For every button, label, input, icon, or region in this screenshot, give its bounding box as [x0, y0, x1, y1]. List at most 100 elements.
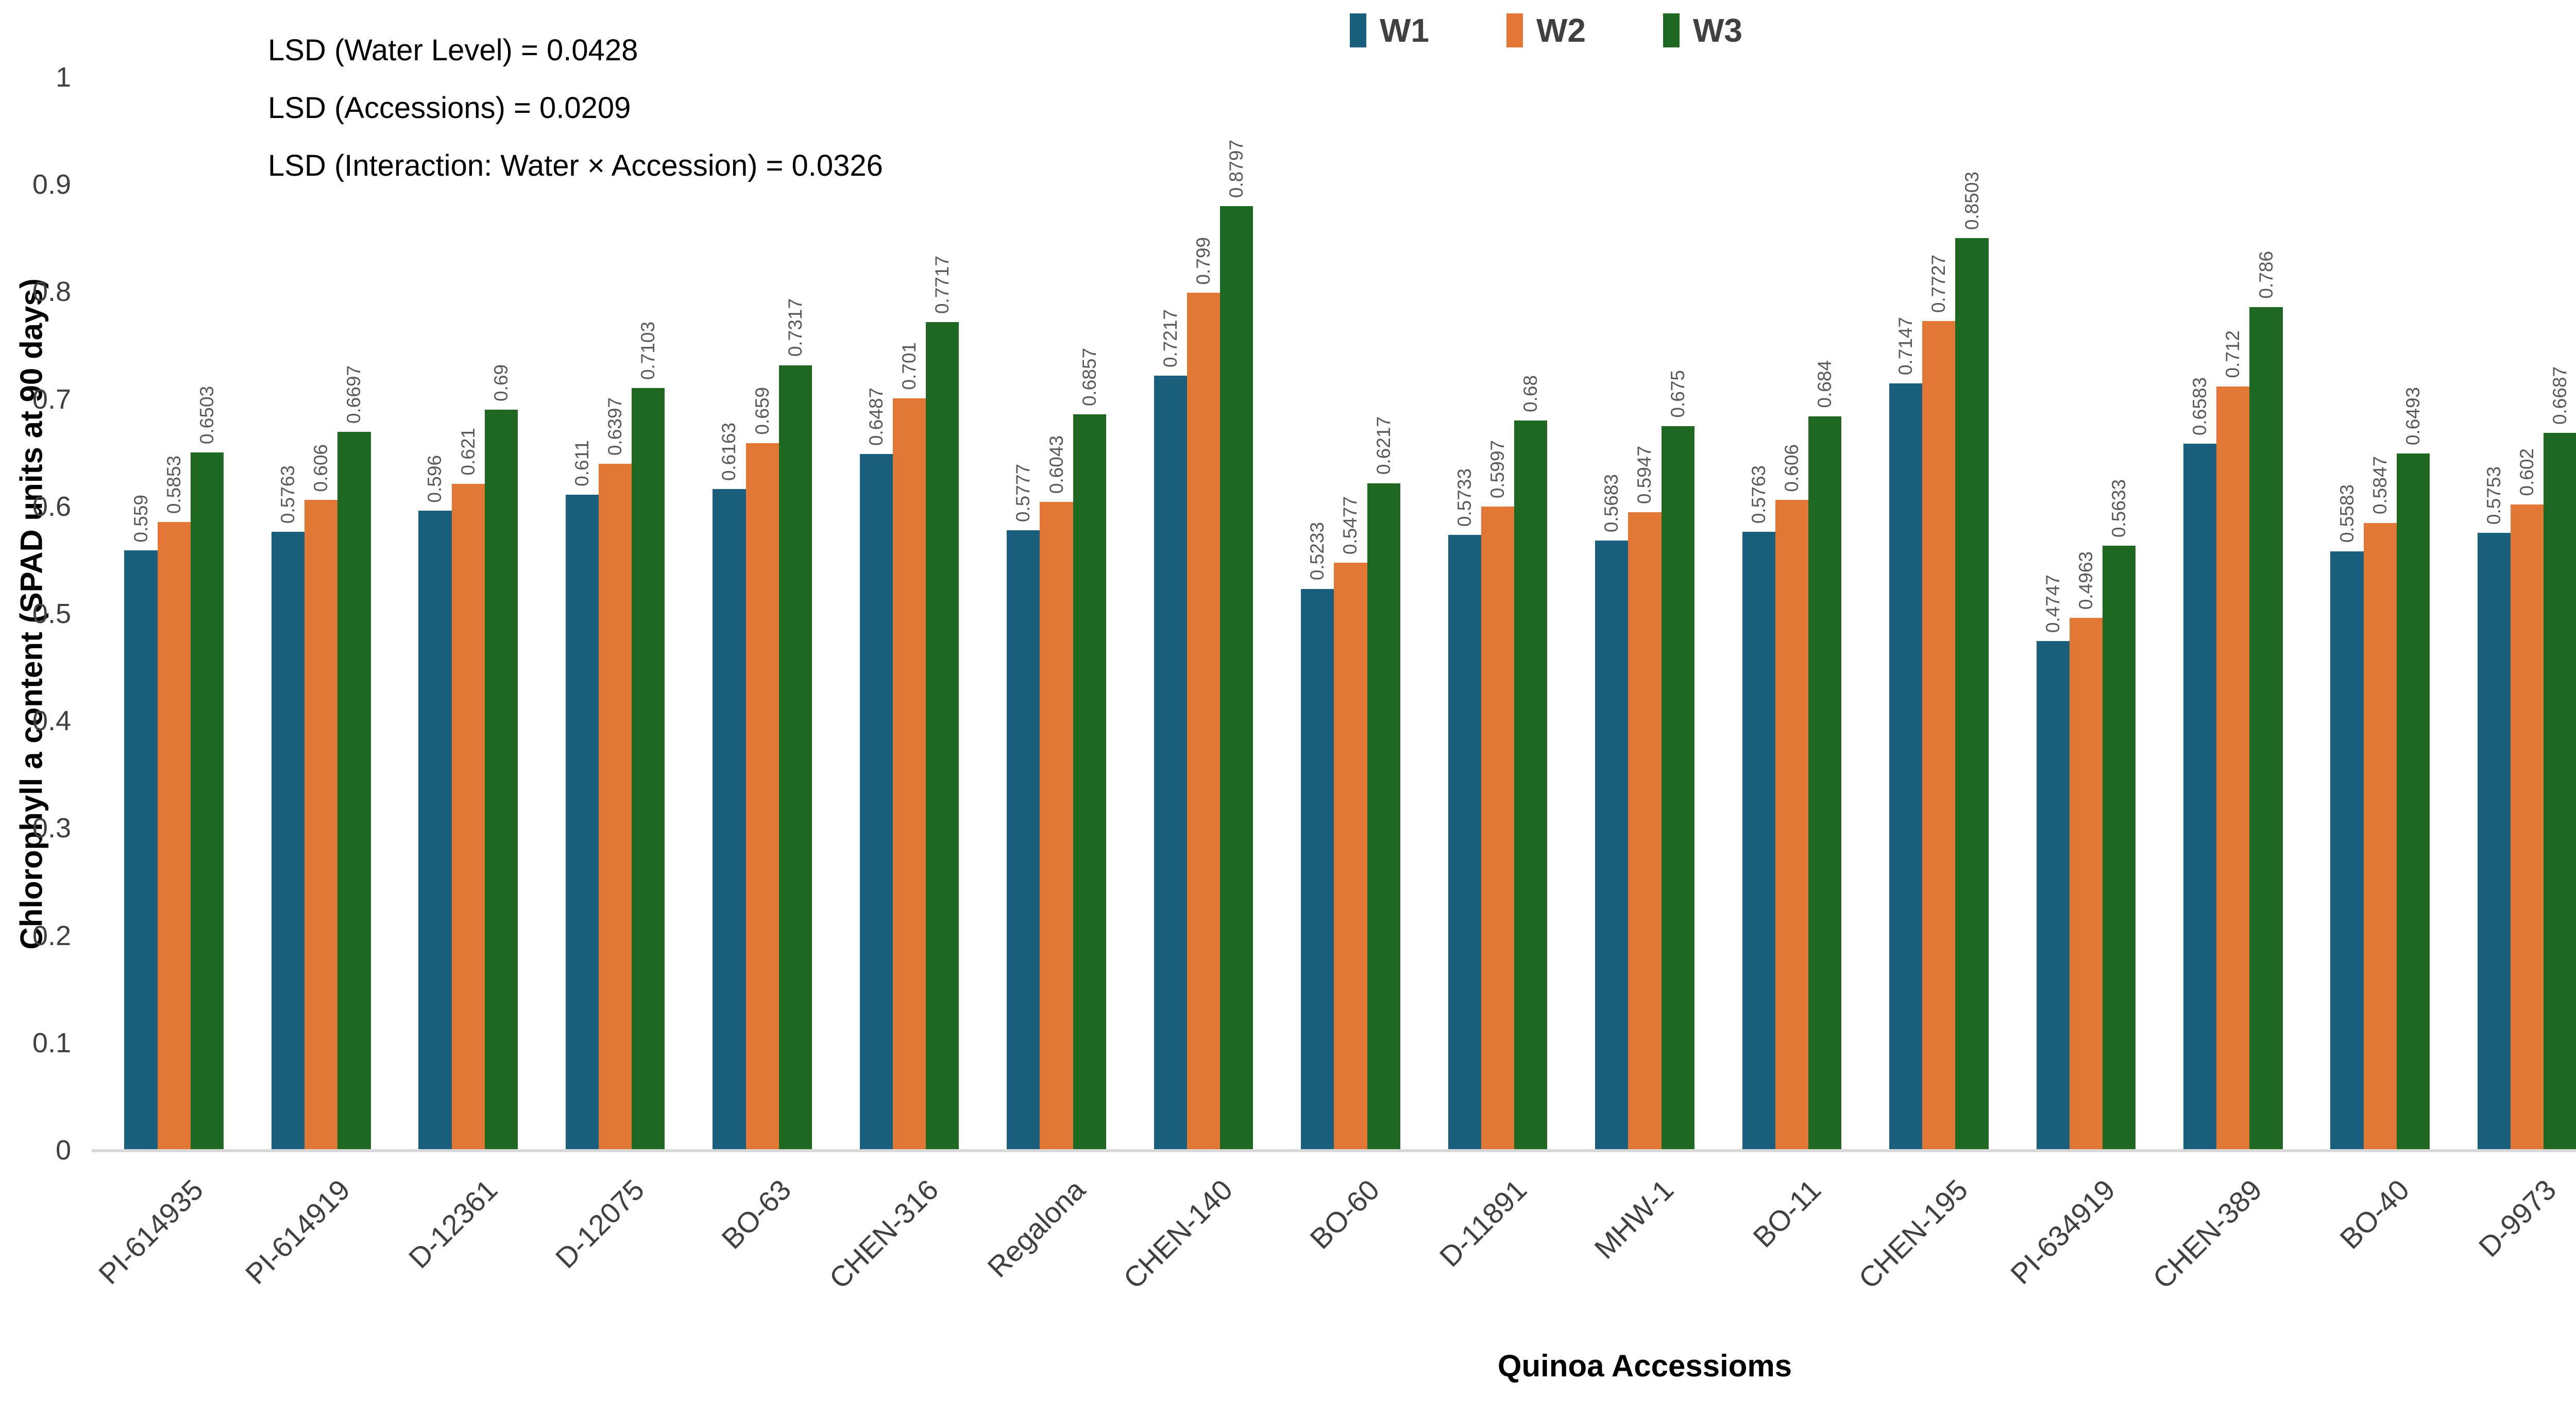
bar-value-label: 0.5583 [2336, 484, 2358, 543]
y-tick-label: 0.5 [32, 598, 71, 629]
bar-W2-BO-11 [1775, 500, 1808, 1150]
bar-W3-D-12361 [484, 410, 518, 1150]
x-tick-label: Regalona [981, 1173, 1092, 1284]
bar-value-label: 0.5477 [1340, 496, 1361, 554]
x-cell: D-9973 [2454, 1162, 2576, 1342]
bar-slot: 0.606 [1775, 77, 1808, 1150]
bar-W3-PI-634919 [2102, 546, 2136, 1150]
bar-slot: 0.68 [1514, 77, 1548, 1150]
bar-value-label: 0.5947 [1634, 445, 1655, 504]
bar-W1-CHEN-140 [1154, 376, 1187, 1150]
bar-value-label: 0.611 [571, 440, 592, 486]
bar-slot: 0.6397 [599, 77, 632, 1150]
bar-W2-CHEN-195 [1922, 321, 1956, 1150]
bar-value-label: 0.5853 [163, 456, 184, 514]
y-tick-label: 0.8 [32, 276, 71, 308]
x-cell: BO-11 [1718, 1162, 1865, 1342]
x-axis-title: Quinoa Accessioms [1497, 1349, 1792, 1383]
bar-slot: 0.5763 [1742, 77, 1775, 1150]
bar-slot: 0.4963 [2069, 77, 2103, 1150]
bar-value-label: 0.5847 [2369, 456, 2391, 515]
bar-value-label: 0.7317 [784, 298, 806, 357]
legend-item-w2: W2 [1506, 11, 1586, 49]
bar-slot: 0.7147 [1889, 77, 1923, 1150]
bar-W2-Regalona [1040, 501, 1073, 1150]
bar-slot: 0.8797 [1220, 77, 1253, 1150]
bar-W2-CHEN-140 [1187, 293, 1221, 1150]
legend-marker-w1-icon [1350, 13, 1366, 47]
bar-slot: 0.6493 [2396, 77, 2430, 1150]
bar-group-BO-63: 0.6163 0.659 0.7317 [689, 77, 836, 1150]
bar-W1-BO-11 [1742, 532, 1775, 1150]
y-tick-label: 0.1 [32, 1027, 71, 1058]
bar-W3-BO-63 [778, 365, 812, 1150]
bar-slot: 0.559 [124, 77, 158, 1150]
bar-W1-PI-614935 [124, 550, 158, 1150]
bar-value-label: 0.7147 [1895, 316, 1917, 375]
bar-W1-D-12361 [418, 511, 452, 1150]
bar-value-label: 0.606 [310, 444, 332, 492]
x-tick-label: CHEN-140 [1117, 1173, 1239, 1295]
bar-group-PI-634919: 0.4747 0.4963 0.5633 [2012, 77, 2159, 1150]
x-tick-label: PI-614935 [92, 1173, 209, 1290]
bar-slot: 0.6487 [859, 77, 893, 1150]
x-cell: D-12361 [395, 1162, 541, 1342]
bar-slot: 0.6503 [190, 77, 224, 1150]
y-tick-label: 0.3 [32, 813, 71, 844]
bar-value-label: 0.684 [1814, 360, 1836, 408]
legend-label-w3: W3 [1693, 12, 1742, 49]
bar-value-label: 0.6397 [604, 397, 626, 456]
y-tick-label: 0 [55, 1135, 71, 1166]
bar-group-CHEN-140: 0.7217 0.799 0.8797 [1130, 77, 1277, 1150]
bar-value-label: 0.68 [1520, 375, 1541, 413]
bar-W1-BO-60 [1301, 588, 1334, 1150]
bar-value-label: 0.559 [130, 494, 151, 543]
bar-group-CHEN-389: 0.6583 0.712 0.786 [2160, 77, 2307, 1150]
x-cell: CHEN-316 [823, 1162, 982, 1342]
bar-group-BO-11: 0.5763 0.606 0.684 [1718, 77, 1865, 1150]
x-cell: MHW-1 [1571, 1162, 1718, 1342]
bar-W1-Regalona [1007, 530, 1040, 1150]
bar-value-label: 0.596 [424, 454, 446, 503]
bar-slot: 0.7717 [926, 77, 959, 1150]
bar-slot: 0.5733 [1448, 77, 1481, 1150]
lsd-line-water-level: LSD (Water Level) = 0.0428 [268, 33, 638, 67]
x-cell: PI-634919 [2004, 1162, 2159, 1342]
bar-value-label: 0.8797 [1226, 140, 1247, 198]
bar-W1-PI-634919 [2036, 641, 2070, 1150]
x-cell: CHEN-195 [1852, 1162, 2012, 1342]
bar-W3-CHEN-316 [926, 322, 959, 1150]
bar-group-PI-614919: 0.5763 0.606 0.6697 [247, 77, 394, 1150]
legend-item-w3: W3 [1663, 11, 1742, 49]
bar-slot: 0.7217 [1154, 77, 1187, 1150]
bar-slot: 0.6163 [713, 77, 746, 1150]
x-tick-label: CHEN-389 [2146, 1173, 2268, 1295]
legend: W1 W2 W3 [1350, 11, 1742, 49]
bar-value-label: 0.69 [490, 364, 512, 402]
bar-slot: 0.5777 [1007, 77, 1040, 1150]
bar-value-label: 0.7717 [931, 256, 953, 314]
bar-value-label: 0.5997 [1486, 440, 1508, 499]
x-tick-label: MHW-1 [1588, 1173, 1680, 1265]
bar-W2-BO-63 [745, 443, 779, 1150]
bar-value-label: 0.6503 [196, 385, 217, 445]
bar-value-label: 0.712 [2222, 330, 2244, 378]
bar-W2-BO-60 [1334, 562, 1367, 1150]
x-cell: D-11891 [1424, 1162, 1571, 1342]
bar-slot: 0.606 [304, 77, 338, 1150]
legend-label-w2: W2 [1536, 12, 1586, 49]
bar-value-label: 0.5683 [1601, 474, 1622, 532]
legend-item-w1: W1 [1350, 11, 1429, 49]
bar-W3-PI-614935 [190, 452, 224, 1150]
bar-value-label: 0.6687 [2549, 366, 2571, 425]
x-axis-line [92, 1149, 2576, 1152]
bar-W3-CHEN-140 [1220, 206, 1253, 1150]
x-tick-label: BO-63 [715, 1173, 798, 1255]
x-tick-label: D-9973 [2472, 1173, 2563, 1264]
bar-slot: 0.5633 [2102, 77, 2136, 1150]
bar-value-label: 0.5753 [2483, 466, 2505, 525]
bar-slot: 0.6697 [337, 77, 371, 1150]
y-tick-label: 0.9 [32, 169, 71, 200]
legend-label-w1: W1 [1380, 12, 1429, 49]
bar-W3-CHEN-195 [1955, 238, 1989, 1150]
